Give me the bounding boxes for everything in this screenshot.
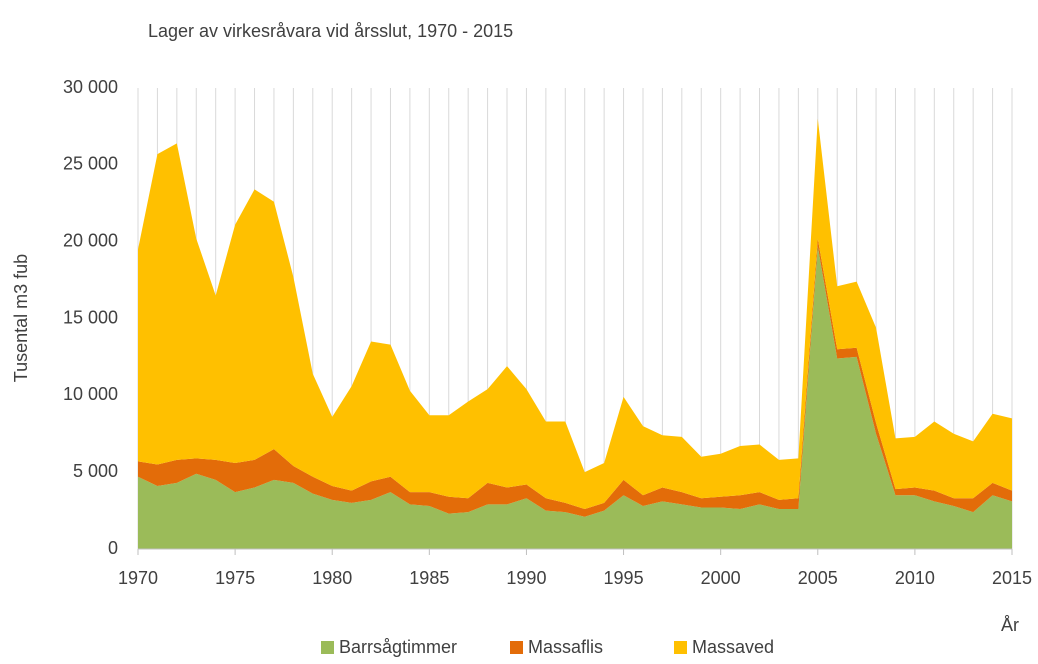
legend-swatch bbox=[674, 641, 687, 654]
y-tick-label: 10 000 bbox=[63, 384, 118, 404]
x-tick-label: 1970 bbox=[118, 568, 158, 588]
x-tick-label: 2010 bbox=[895, 568, 935, 588]
y-tick-label: 20 000 bbox=[63, 230, 118, 250]
y-tick-label: 15 000 bbox=[63, 307, 118, 327]
y-axis-title: Tusental m3 fub bbox=[11, 254, 31, 382]
y-tick-label: 5 000 bbox=[73, 461, 118, 481]
area bbox=[138, 246, 1012, 549]
chart-title: Lager av virkesråvara vid årsslut, 1970 … bbox=[148, 21, 513, 41]
legend-swatch bbox=[510, 641, 523, 654]
y-tick-label: 0 bbox=[108, 538, 118, 558]
legend-label: Massaved bbox=[692, 637, 774, 657]
x-tick-label: 1995 bbox=[604, 568, 644, 588]
x-axis-title: År bbox=[1001, 615, 1019, 635]
x-tick-label: 1980 bbox=[312, 568, 352, 588]
x-tick-label: 1990 bbox=[506, 568, 546, 588]
x-tick-label: 1975 bbox=[215, 568, 255, 588]
x-tick-label: 2005 bbox=[798, 568, 838, 588]
legend-label: Barrsågtimmer bbox=[339, 637, 457, 657]
x-tick-label: 1985 bbox=[409, 568, 449, 588]
y-tick-label: 30 000 bbox=[63, 77, 118, 97]
legend-swatch bbox=[321, 641, 334, 654]
x-tick-label: 2015 bbox=[992, 568, 1032, 588]
x-tick-label: 2000 bbox=[701, 568, 741, 588]
y-tick-label: 25 000 bbox=[63, 154, 118, 174]
legend-label: Massaflis bbox=[528, 637, 603, 657]
area bbox=[138, 118, 1012, 510]
